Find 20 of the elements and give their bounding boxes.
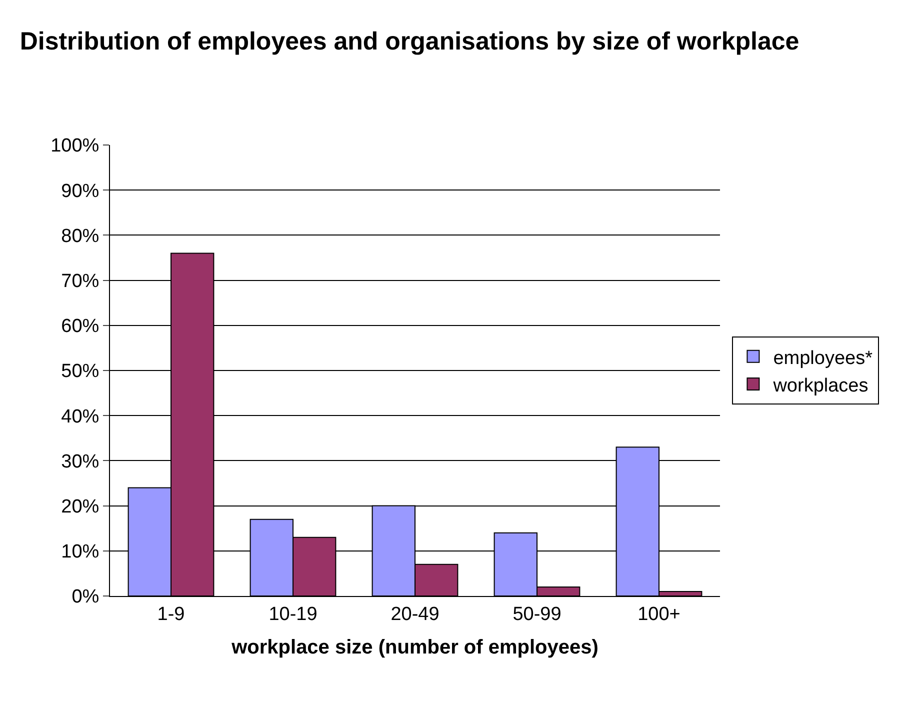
y-tick-label: 100% [50, 136, 100, 157]
legend-label: employees* [773, 348, 874, 369]
y-tick-label: 10% [61, 542, 100, 563]
y-tick-label: 90% [61, 180, 100, 202]
x-axis-title: workplace size (number of employees) [230, 636, 598, 658]
y-tick-label: 40% [61, 406, 100, 428]
legend-label: workplaces [772, 375, 868, 396]
y-tick-label: 80% [61, 226, 100, 247]
chart-title: Distribution of employees and organisations by size of workplace [20, 28, 800, 56]
x-tick-label: 10-19 [268, 604, 318, 625]
y-tick-label: 70% [61, 270, 100, 292]
x-tick-label: 50-99 [512, 604, 562, 625]
x-tick-label: 20-49 [390, 604, 440, 625]
y-tick-label: 30% [61, 451, 100, 472]
y-tick-label: 60% [61, 316, 100, 338]
y-tick-label: 0% [72, 586, 100, 608]
y-tick-label: 50% [61, 361, 100, 382]
x-tick-label: 100+ [638, 604, 680, 625]
x-tick-label: 1-9 [157, 604, 185, 625]
y-tick-label: 20% [61, 496, 100, 518]
